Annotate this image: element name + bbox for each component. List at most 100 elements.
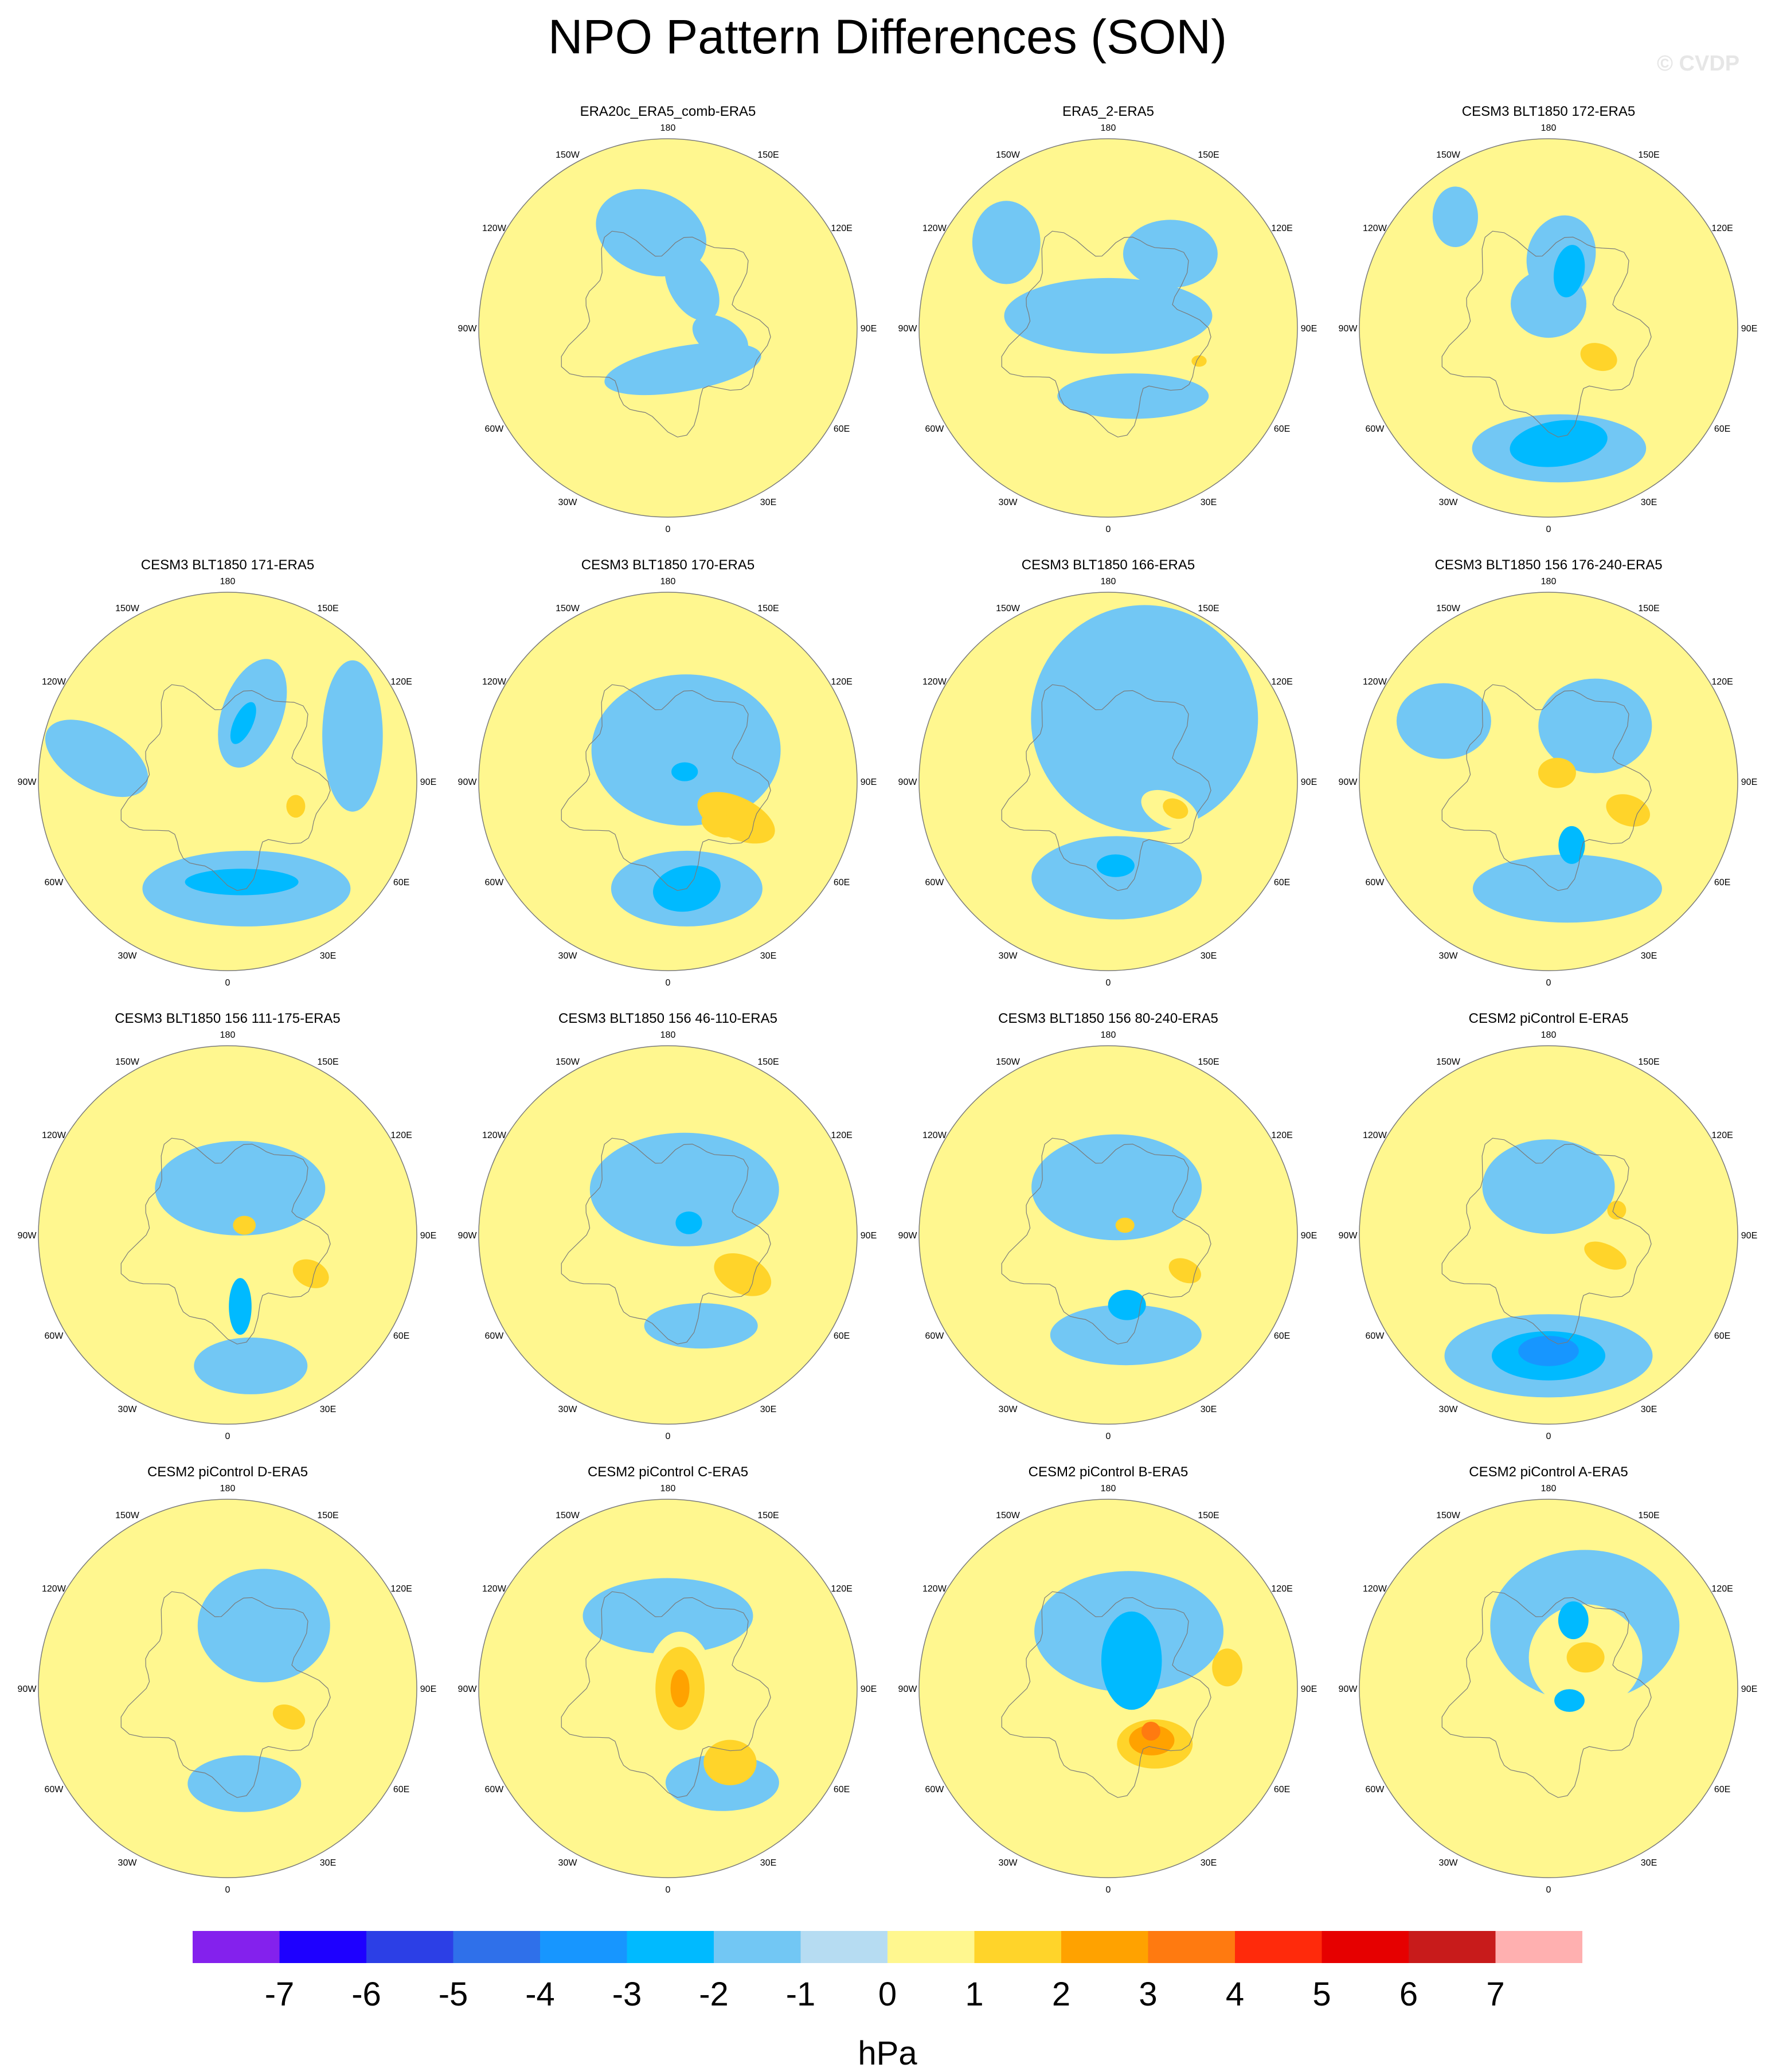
contour-region xyxy=(194,1337,308,1394)
polar-map: 180 150E 120E 90E 60E 30E 0 30W 60W 90W 120W 150W xyxy=(18,577,437,988)
longitude-label: 60E xyxy=(1274,424,1290,434)
longitude-label: 90W xyxy=(898,1684,918,1694)
longitude-label: 150E xyxy=(1638,1057,1659,1067)
colorbar-tick-label: 3 xyxy=(1139,1976,1157,2013)
contour-region xyxy=(714,1253,772,1296)
longitude-label: 120E xyxy=(831,1131,852,1140)
contour-region xyxy=(664,251,720,321)
panel-title: CESM2 piControl B-ERA5 xyxy=(1028,1464,1188,1480)
longitude-label: 180 xyxy=(660,123,676,133)
map-outline xyxy=(1359,1499,1738,1878)
longitude-label: 30E xyxy=(1201,498,1217,507)
contour-region xyxy=(671,762,698,781)
panel-title: ERA20c_ERA5_comb-ERA5 xyxy=(580,104,756,119)
contour-region xyxy=(1607,1201,1627,1220)
longitude-label: 60E xyxy=(1274,878,1290,888)
contour-region xyxy=(1566,1642,1605,1673)
longitude-label: 60W xyxy=(925,1331,944,1341)
longitude-label: 30W xyxy=(999,1405,1018,1414)
contour-region xyxy=(230,702,256,744)
longitude-label: 90E xyxy=(420,1231,436,1241)
longitude-label: 120E xyxy=(390,677,412,687)
longitude-label: 60W xyxy=(1365,424,1385,434)
longitude-label: 150E xyxy=(317,1057,338,1067)
longitude-label: 60W xyxy=(925,424,944,434)
longitude-label: 90E xyxy=(1741,1684,1757,1694)
longitude-label: 180 xyxy=(1101,123,1116,133)
contour-region xyxy=(701,812,738,838)
polar-map: 180 150E 120E 90E 60E 30E 0 30W 60W 90W 120W 150W xyxy=(18,1030,437,1441)
contour-region xyxy=(1031,836,1202,920)
coastline xyxy=(1001,1137,1211,1344)
longitude-label: 120W xyxy=(1363,1584,1387,1594)
longitude-label: 90W xyxy=(18,777,37,787)
colorbar-tick-label: -4 xyxy=(525,1976,555,2013)
longitude-label: 120E xyxy=(390,1584,412,1594)
longitude-label: 120W xyxy=(482,1131,507,1140)
map-outline xyxy=(918,138,1298,518)
longitude-label: 150W xyxy=(996,604,1021,613)
panel-title: CESM3 BLT1850 170-ERA5 xyxy=(581,557,755,573)
longitude-label: 60E xyxy=(393,1785,409,1795)
map-outline xyxy=(478,138,858,518)
longitude-label: 150E xyxy=(757,150,779,160)
contour-region xyxy=(675,1211,702,1234)
map-panel: CESM3 BLT1850 156 176-240-ERA5 180 150E 120… xyxy=(1328,557,1769,1010)
longitude-label: 30W xyxy=(999,951,1018,961)
longitude-label: 150E xyxy=(757,604,779,613)
map-outline xyxy=(1359,592,1738,971)
contour-region xyxy=(670,1670,690,1707)
contour-region xyxy=(1123,220,1218,288)
longitude-label: 120W xyxy=(922,677,947,687)
longitude-label: 120E xyxy=(1271,1584,1292,1594)
map-panel: CESM3 BLT1850 172-ERA5 180 150E 120E 90E 60E 3… xyxy=(1328,103,1769,556)
colorbar-box xyxy=(1495,1931,1582,1963)
longitude-label: 30W xyxy=(999,498,1018,507)
longitude-label: 150W xyxy=(115,1057,140,1067)
longitude-label: 150E xyxy=(317,1511,338,1520)
colorbar-tick-label: 2 xyxy=(1052,1976,1070,2013)
map-outline xyxy=(478,1045,858,1425)
longitude-label: 0 xyxy=(666,525,671,534)
longitude-label: 150E xyxy=(1198,604,1219,613)
longitude-label: 180 xyxy=(220,577,236,587)
longitude-label: 180 xyxy=(660,1030,676,1040)
longitude-label: 180 xyxy=(220,1484,236,1494)
colorbar-box xyxy=(714,1931,801,1963)
contour-region xyxy=(1108,1289,1146,1320)
longitude-label: 180 xyxy=(1541,1030,1557,1040)
colorbar-box xyxy=(974,1931,1061,1963)
panel-title: CESM2 piControl D-ERA5 xyxy=(147,1464,308,1480)
map-panel: ERA5_2-ERA5 180 150E 120E 90E 60E 30E 0 30W 60W 90… xyxy=(888,103,1329,556)
longitude-label: 180 xyxy=(1541,577,1557,587)
longitude-label: 120W xyxy=(922,1131,947,1140)
polar-map: 180 150E 120E 90E 60E 30E 0 30W 60W 90W 120W 150W xyxy=(898,577,1317,988)
contour-region xyxy=(1004,277,1213,354)
longitude-label: 30E xyxy=(760,951,776,961)
longitude-label: 30E xyxy=(320,1405,336,1414)
longitude-label: 60W xyxy=(1365,878,1385,888)
colorbar-tick-label: -3 xyxy=(612,1976,642,2013)
longitude-label: 90E xyxy=(1301,1231,1317,1241)
longitude-label: 30W xyxy=(1439,498,1459,507)
map-outline xyxy=(1359,138,1738,518)
panel-title: CESM3 BLT1850 156 111-175-ERA5 xyxy=(115,1011,341,1026)
colorbar-tick-label: -5 xyxy=(439,1976,468,2013)
contour-region xyxy=(1558,1601,1589,1640)
longitude-label: 30E xyxy=(1201,1858,1217,1868)
longitude-label: 120E xyxy=(390,1131,412,1140)
longitude-label: 60E xyxy=(834,424,850,434)
longitude-label: 120W xyxy=(922,224,947,233)
longitude-label: 120E xyxy=(1271,677,1292,687)
coastline xyxy=(561,230,771,437)
coastline xyxy=(120,684,331,891)
contour-region xyxy=(1101,1611,1162,1710)
longitude-label: 120W xyxy=(482,677,507,687)
longitude-label: 60E xyxy=(1714,1331,1730,1341)
longitude-label: 120E xyxy=(1711,224,1733,233)
longitude-label: 90E xyxy=(1741,1231,1757,1241)
longitude-label: 60W xyxy=(1365,1785,1385,1795)
contour-region xyxy=(197,1569,330,1683)
longitude-label: 90E xyxy=(1301,777,1317,787)
longitude-label: 150E xyxy=(757,1511,779,1520)
